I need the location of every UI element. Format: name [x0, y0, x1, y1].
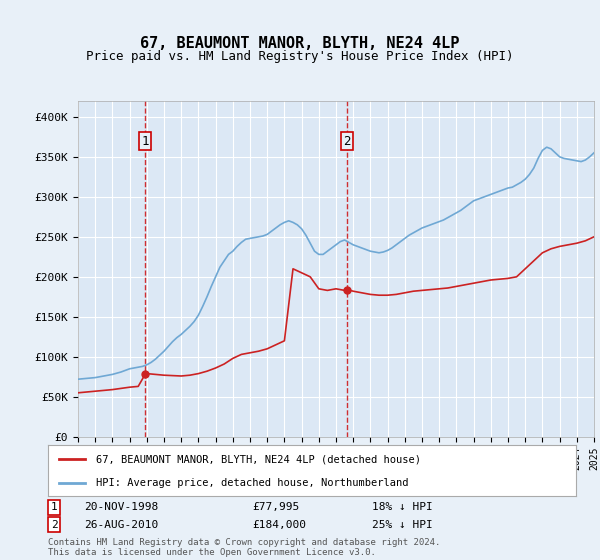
Text: £184,000: £184,000 — [252, 520, 306, 530]
Text: 67, BEAUMONT MANOR, BLYTH, NE24 4LP: 67, BEAUMONT MANOR, BLYTH, NE24 4LP — [140, 36, 460, 52]
Text: 20-NOV-1998: 20-NOV-1998 — [84, 502, 158, 512]
Text: Contains HM Land Registry data © Crown copyright and database right 2024.
This d: Contains HM Land Registry data © Crown c… — [48, 538, 440, 557]
Text: 25% ↓ HPI: 25% ↓ HPI — [372, 520, 433, 530]
Text: 2: 2 — [50, 520, 58, 530]
Text: 1: 1 — [50, 502, 58, 512]
Text: 1: 1 — [142, 134, 149, 148]
Text: 26-AUG-2010: 26-AUG-2010 — [84, 520, 158, 530]
Text: 67, BEAUMONT MANOR, BLYTH, NE24 4LP (detached house): 67, BEAUMONT MANOR, BLYTH, NE24 4LP (det… — [95, 454, 421, 464]
Text: £77,995: £77,995 — [252, 502, 299, 512]
Text: 18% ↓ HPI: 18% ↓ HPI — [372, 502, 433, 512]
Text: 2: 2 — [343, 134, 351, 148]
Text: HPI: Average price, detached house, Northumberland: HPI: Average price, detached house, Nort… — [95, 478, 408, 488]
Text: Price paid vs. HM Land Registry's House Price Index (HPI): Price paid vs. HM Land Registry's House … — [86, 50, 514, 63]
